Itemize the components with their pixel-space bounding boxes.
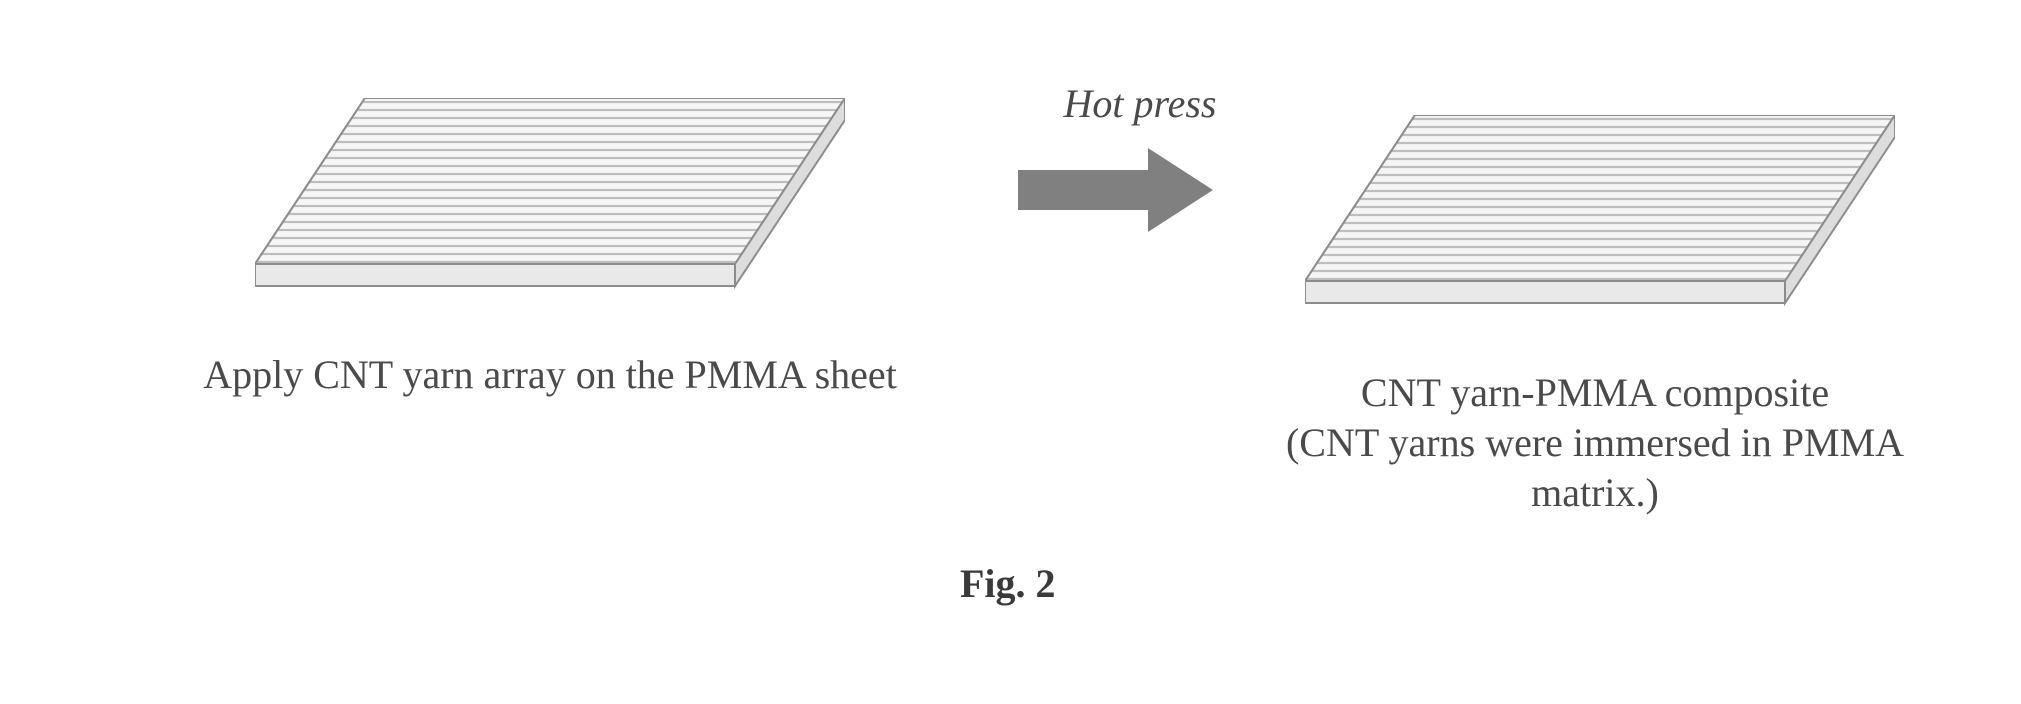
sheet-right — [1305, 115, 1895, 345]
figure-caption: Fig. 2 — [960, 560, 1056, 607]
caption-right-line2: (CNT yarns were immersed in PMMA — [1175, 418, 2015, 468]
caption-right: CNT yarn-PMMA composite (CNT yarns were … — [1175, 368, 2015, 518]
arrow-box — [1018, 140, 1218, 240]
arrow-icon — [1018, 140, 1218, 240]
arrow-label: Hot press — [1010, 80, 1270, 127]
caption-right-line1: CNT yarn-PMMA composite — [1175, 368, 2015, 418]
stage-right — [1305, 115, 1895, 345]
stage-left — [255, 98, 845, 328]
sheet-left — [255, 98, 845, 328]
caption-left: Apply CNT yarn array on the PMMA sheet — [130, 350, 970, 400]
arrow-label-box: Hot press — [1010, 80, 1270, 127]
caption-left-text: Apply CNT yarn array on the PMMA sheet — [130, 350, 970, 400]
caption-right-line3: matrix.) — [1175, 468, 2015, 518]
